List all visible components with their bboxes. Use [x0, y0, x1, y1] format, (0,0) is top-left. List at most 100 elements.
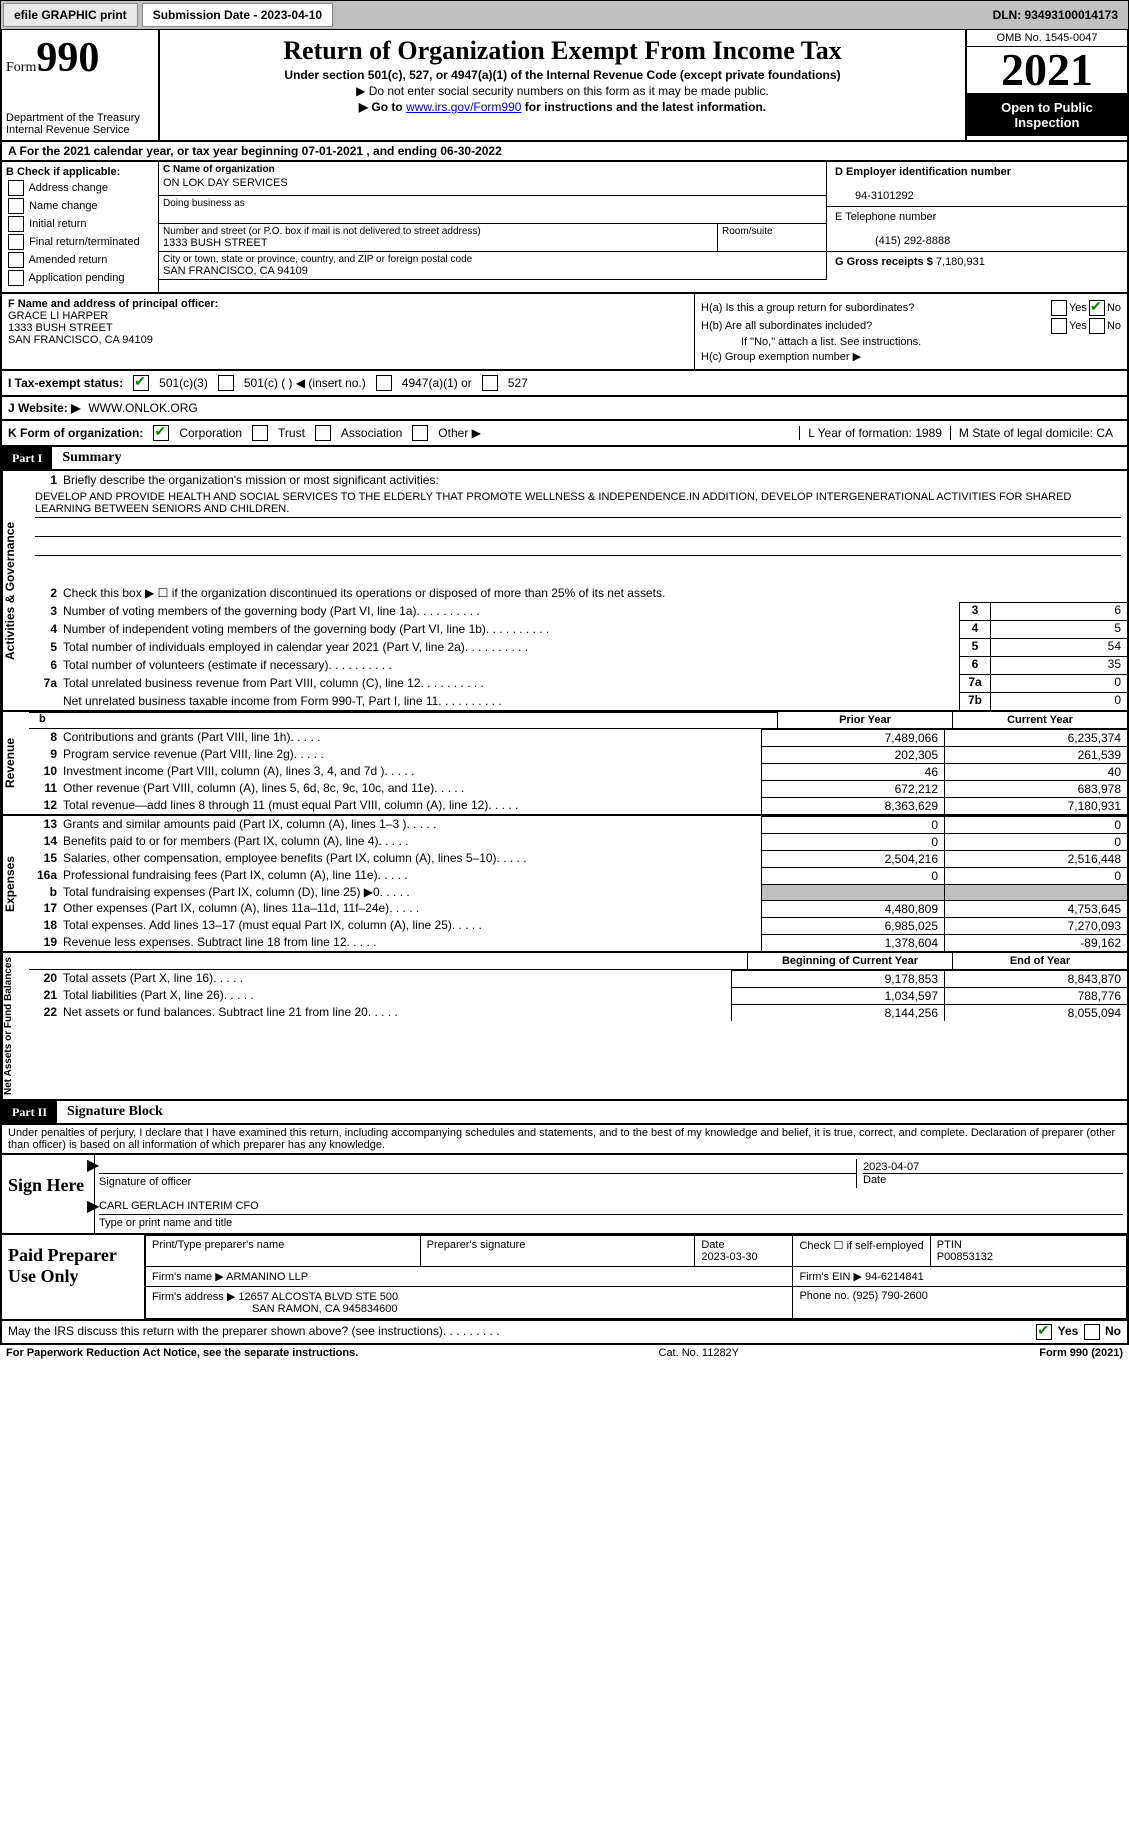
sig-date-label: Date	[863, 1173, 1123, 1186]
chk-527[interactable]	[482, 375, 498, 391]
part1-header: Part I Summary	[0, 447, 1129, 471]
gov-row: 4Number of independent voting members of…	[29, 620, 1127, 638]
row-k-form-org: K Form of organization: Corporation Trus…	[0, 421, 1129, 447]
officer-sig-line: ▶	[99, 1173, 856, 1174]
discuss-yes[interactable]	[1036, 1324, 1052, 1340]
fin-row: 18Total expenses. Add lines 13–17 (must …	[29, 917, 1127, 934]
fin-row: 12Total revenue—add lines 8 through 11 (…	[29, 797, 1127, 814]
col-current-year: Current Year	[952, 712, 1127, 728]
fin-row: 19Revenue less expenses. Subtract line 1…	[29, 934, 1127, 951]
discuss-no[interactable]	[1084, 1324, 1100, 1340]
fin-row: 8Contributions and grants (Part VIII, li…	[29, 729, 1127, 746]
section-h: H(a) Is this a group return for subordin…	[695, 294, 1127, 369]
tax-year: 2021	[967, 47, 1127, 94]
dba-label: Doing business as	[159, 196, 826, 224]
submission-date: Submission Date - 2023-04-10	[142, 3, 333, 27]
phone-cell: E Telephone number (415) 292-8888	[827, 207, 1127, 252]
fin-row: 9Program service revenue (Part VIII, lin…	[29, 746, 1127, 763]
hb-no[interactable]	[1089, 318, 1105, 334]
form-subtitle: Under section 501(c), 527, or 4947(a)(1)…	[168, 68, 957, 82]
fin-row: 17Other expenses (Part IX, column (A), l…	[29, 900, 1127, 917]
officer-addr1: 1333 BUSH STREET	[8, 322, 113, 334]
hb-yes[interactable]	[1051, 318, 1067, 334]
chk-501c3[interactable]	[133, 375, 149, 391]
line1-label: Briefly describe the organization's miss…	[63, 473, 1123, 487]
hb-note: If "No," attach a list. See instructions…	[701, 336, 1121, 348]
org-name-label: C Name of organization	[159, 162, 826, 177]
gov-row: 5Total number of individuals employed in…	[29, 638, 1127, 656]
chk-initial-return[interactable]: Initial return	[6, 216, 154, 232]
street-address: 1333 BUSH STREET	[163, 237, 713, 249]
firm-address: Firm's address ▶ 12657 ALCOSTA BLVD STE …	[146, 1287, 793, 1319]
fin-row: 10Investment income (Part VIII, column (…	[29, 763, 1127, 780]
ha-no[interactable]	[1089, 300, 1105, 316]
chk-address-change[interactable]: Address change	[6, 180, 154, 196]
gov-row: 7aTotal unrelated business revenue from …	[29, 674, 1127, 692]
note-goto: ▶ Go to www.irs.gov/Form990 for instruct…	[168, 100, 957, 114]
section-f: F Name and address of principal officer:…	[2, 294, 695, 369]
chk-app-pending[interactable]: Application pending	[6, 270, 154, 286]
side-governance: Activities & Governance	[2, 471, 29, 710]
note-ssn: ▶ Do not enter social security numbers o…	[168, 84, 957, 98]
footer-right: Form 990 (2021)	[1039, 1347, 1123, 1359]
fin-row: bTotal fundraising expenses (Part IX, co…	[29, 884, 1127, 900]
header-right: OMB No. 1545-0047 2021 Open to Public In…	[965, 30, 1127, 140]
dept-treasury: Department of the Treasury Internal Reve…	[6, 112, 154, 136]
chk-other[interactable]	[412, 425, 428, 441]
firm-phone: Phone no. (925) 790-2600	[793, 1287, 1127, 1319]
open-to-public: Open to Public Inspection	[967, 94, 1127, 136]
summary-expenses: Expenses 13Grants and similar amounts pa…	[0, 816, 1129, 953]
ha-label: H(a) Is this a group return for subordin…	[701, 302, 1049, 314]
irs-link[interactable]: www.irs.gov/Form990	[406, 100, 521, 114]
gov-row: Net unrelated business taxable income fr…	[29, 692, 1127, 710]
sig-date-value: 2023-04-07	[863, 1159, 1123, 1173]
prep-ptin: PTINP00853132	[930, 1236, 1126, 1267]
fin-row: 11Other revenue (Part VIII, column (A), …	[29, 780, 1127, 797]
col-end-year: End of Year	[952, 953, 1127, 969]
chk-amended[interactable]: Amended return	[6, 252, 154, 268]
form-number: Form990	[6, 34, 154, 82]
type-print-label: Type or print name and title	[99, 1217, 232, 1229]
chk-corp[interactable]	[153, 425, 169, 441]
col-prior-year: Prior Year	[777, 712, 952, 728]
irs-discuss-row: May the IRS discuss this return with the…	[0, 1321, 1129, 1345]
fin-row: 15Salaries, other compensation, employee…	[29, 850, 1127, 867]
firm-ein: Firm's EIN ▶ 94-6214841	[793, 1267, 1127, 1287]
chk-final-return[interactable]: Final return/terminated	[6, 234, 154, 250]
gov-row: 3Number of voting members of the governi…	[29, 602, 1127, 620]
firm-name: Firm's name ▶ ARMANINO LLP	[146, 1267, 793, 1287]
room-suite-label: Room/suite	[718, 224, 826, 251]
officer-name: GRACE LI HARPER	[8, 310, 108, 322]
hc-label: H(c) Group exemption number ▶	[701, 350, 1121, 363]
paid-preparer-block: Paid Preparer Use Only Print/Type prepar…	[0, 1235, 1129, 1321]
fin-row: 16aProfessional fundraising fees (Part I…	[29, 867, 1127, 884]
sig-officer-label: Signature of officer	[99, 1176, 191, 1188]
col-beginning: Beginning of Current Year	[747, 953, 952, 969]
ein-cell: D Employer identification number 94-3101…	[827, 162, 1127, 207]
sign-here-block: Sign Here ▶ Signature of officer 2023-04…	[0, 1155, 1129, 1235]
name-title-line: ▶CARL GERLACH INTERIM CFO	[99, 1202, 1123, 1215]
form-header: Form990 Department of the Treasury Inter…	[0, 30, 1129, 142]
chk-name-change[interactable]: Name change	[6, 198, 154, 214]
row-j-website: J Website: ▶ WWW.ONLOK.ORG	[0, 397, 1129, 421]
ha-yes[interactable]	[1051, 300, 1067, 316]
efile-print-button[interactable]: efile GRAPHIC print	[3, 3, 138, 27]
footer-left: For Paperwork Reduction Act Notice, see …	[6, 1347, 358, 1359]
line2-text: Check this box ▶ ☐ if the organization d…	[63, 586, 1123, 600]
section-b: B Check if applicable: Address change Na…	[2, 162, 159, 292]
paid-prep-label: Paid Preparer Use Only	[2, 1235, 145, 1319]
chk-trust[interactable]	[252, 425, 268, 441]
chk-assoc[interactable]	[315, 425, 331, 441]
fin-row: 13Grants and similar amounts paid (Part …	[29, 816, 1127, 833]
fin-row: 22Net assets or fund balances. Subtract …	[29, 1004, 1127, 1021]
row-i-tax-status: I Tax-exempt status: 501(c)(3) 501(c) ( …	[0, 371, 1129, 397]
mission-text: DEVELOP AND PROVIDE HEALTH AND SOCIAL SE…	[35, 489, 1121, 518]
chk-4947[interactable]	[376, 375, 392, 391]
header-left: Form990 Department of the Treasury Inter…	[2, 30, 160, 140]
website-url: WWW.ONLOK.ORG	[88, 401, 197, 415]
part2-header: Part II Signature Block	[0, 1101, 1129, 1125]
prep-sig-label: Preparer's signature	[420, 1236, 695, 1267]
penalties-text: Under penalties of perjury, I declare th…	[0, 1125, 1129, 1155]
chk-501c[interactable]	[218, 375, 234, 391]
footer-center: Cat. No. 11282Y	[659, 1347, 740, 1359]
